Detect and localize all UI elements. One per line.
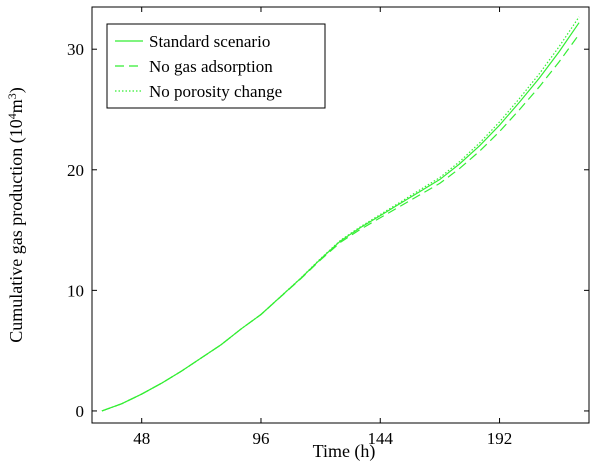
x-axis-label: Time (h) (313, 441, 376, 462)
series-layer (101, 16, 580, 412)
x-tick-label: 96 (252, 429, 269, 448)
series-line-no-gas-adsorption (101, 34, 580, 412)
x-tick-label: 192 (487, 429, 513, 448)
y-axis-label-sup1: 4 (5, 113, 19, 119)
y-tick-label: 20 (67, 161, 84, 180)
y-axis-label-end: ) (6, 87, 27, 93)
y-axis-label: Cumulative gas production (104m3) (5, 87, 27, 342)
legend: Standard scenario No gas adsorption No por… (106, 23, 326, 109)
y-tick-label: 10 (67, 281, 84, 300)
y-axis-label-mid: m (6, 99, 26, 113)
y-tick-label: 0 (76, 402, 85, 421)
tick-group: 48 96 144 192 0 10 20 30 (67, 7, 589, 448)
x-tick-label: 48 (133, 429, 150, 448)
y-axis-label-sup2: 3 (5, 93, 19, 99)
legend-label: No gas adsorption (149, 57, 273, 76)
y-axis-label-main: Cumulative gas production (10 (6, 119, 27, 342)
series-line-no-porosity-change (101, 16, 580, 412)
legend-box (106, 23, 326, 109)
y-tick-label: 30 (67, 40, 84, 59)
legend-label: Standard scenario (149, 32, 270, 51)
x-tick-label: 144 (368, 429, 394, 448)
legend-label: No porosity change (149, 82, 282, 101)
